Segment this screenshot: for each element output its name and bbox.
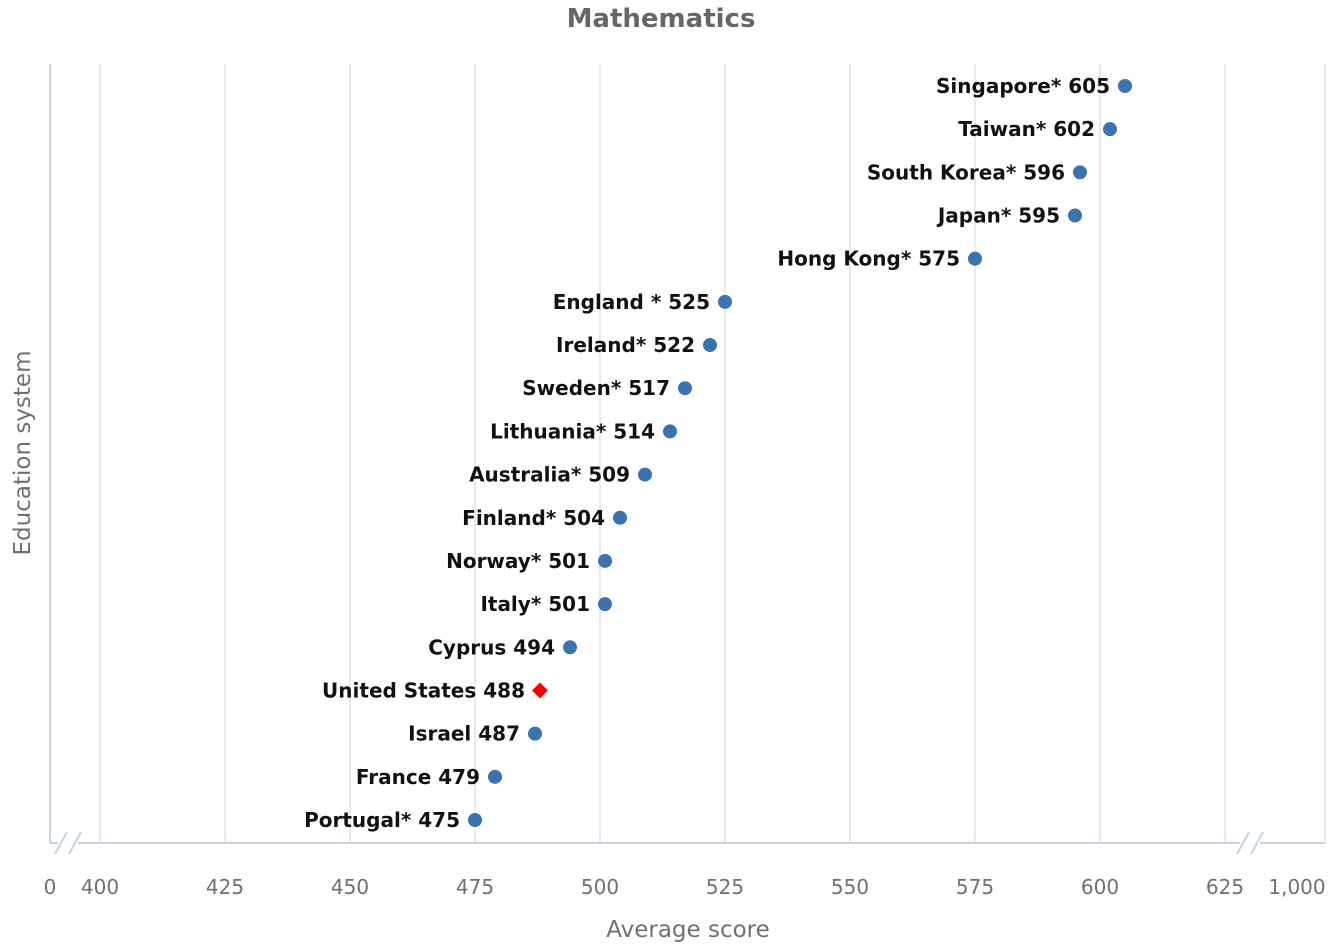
point-label: South Korea* 596 <box>867 160 1065 184</box>
x-tick-label: 625 <box>1206 875 1244 899</box>
point-label: Taiwan* 602 <box>958 117 1095 141</box>
x-tick-label: 525 <box>706 875 744 899</box>
point-marker <box>718 294 732 309</box>
point-marker <box>968 251 982 266</box>
data-point: Japan* 595 <box>936 204 1082 228</box>
x-tick-label: 575 <box>956 875 994 899</box>
point-label: Ireland* 522 <box>556 333 695 357</box>
data-point: Cyprus 494 <box>428 635 577 659</box>
gridlines <box>99 64 1326 843</box>
point-label: Italy* 501 <box>480 592 590 616</box>
point-label: Australia* 509 <box>469 463 630 487</box>
data-point: Taiwan* 602 <box>958 117 1117 141</box>
x-break-end-label: 1,000 <box>1268 875 1325 899</box>
data-point: Lithuania* 514 <box>490 419 677 443</box>
point-label: Lithuania* 514 <box>490 419 655 443</box>
x-tick-label: 550 <box>831 875 869 899</box>
x-tick-label: 500 <box>581 875 619 899</box>
point-label: Hong Kong* 575 <box>777 247 960 271</box>
point-label: Singapore* 605 <box>936 74 1110 98</box>
x-tick-label: 475 <box>456 875 494 899</box>
point-marker <box>1103 122 1117 137</box>
point-marker <box>598 553 612 568</box>
point-marker <box>613 510 627 525</box>
y-axis-title: Education system <box>10 351 36 556</box>
data-point: Sweden* 517 <box>522 376 692 400</box>
data-point: Australia* 509 <box>469 463 652 487</box>
data-point: Norway* 501 <box>446 549 612 573</box>
x-tick-label: 450 <box>331 875 369 899</box>
data-point: England * 525 <box>553 290 732 314</box>
axis-break-left <box>54 831 82 855</box>
point-label: Portugal* 475 <box>304 808 460 832</box>
point-label: Sweden* 517 <box>522 376 670 400</box>
point-marker <box>468 813 482 827</box>
x-tick-label: 425 <box>206 875 244 899</box>
point-marker-highlight <box>532 682 548 699</box>
point-label: France 479 <box>356 765 480 789</box>
x-tick-label: 400 <box>81 875 119 899</box>
point-marker <box>678 381 692 396</box>
point-label: Cyprus 494 <box>428 635 555 659</box>
axis-breaks <box>54 831 1264 855</box>
point-marker <box>703 338 717 353</box>
data-point: France 479 <box>356 765 502 789</box>
point-label: Finland* 504 <box>462 506 605 530</box>
data-point: Italy* 501 <box>480 592 612 616</box>
point-label: England * 525 <box>553 290 710 314</box>
point-label: Norway* 501 <box>446 549 590 573</box>
data-point: Singapore* 605 <box>936 74 1132 98</box>
x-axis-title: Average score <box>606 917 770 943</box>
point-marker <box>598 597 612 612</box>
point-label: United States 488 <box>322 678 525 702</box>
x-break-start-label: 0 <box>44 875 57 899</box>
point-marker <box>1073 165 1087 180</box>
data-point: South Korea* 596 <box>867 160 1087 184</box>
point-marker <box>563 640 577 655</box>
data-point: Ireland* 522 <box>556 333 717 357</box>
point-marker <box>528 726 542 741</box>
data-point: Finland* 504 <box>462 506 627 530</box>
point-label: Japan* 595 <box>936 204 1060 228</box>
data-point: Hong Kong* 575 <box>777 247 982 271</box>
point-marker <box>1118 79 1132 93</box>
data-point: Israel 487 <box>408 722 542 746</box>
x-tick-labels: 400 425 450 475 500 525 550 575 600 625 0 1,000 <box>44 875 1326 899</box>
data-points: Singapore* 605 Taiwan* 602 South Korea* 59… <box>304 74 1132 832</box>
chart-title: Mathematics <box>567 4 756 34</box>
point-label: Israel 487 <box>408 722 520 746</box>
data-point: United States 488 <box>322 678 548 702</box>
point-marker <box>663 424 677 439</box>
data-point: Portugal* 475 <box>304 808 482 832</box>
point-marker <box>638 467 652 482</box>
point-marker <box>1068 208 1082 223</box>
point-marker <box>488 769 502 784</box>
x-tick-label: 600 <box>1081 875 1119 899</box>
axis-break-right <box>1236 831 1264 855</box>
